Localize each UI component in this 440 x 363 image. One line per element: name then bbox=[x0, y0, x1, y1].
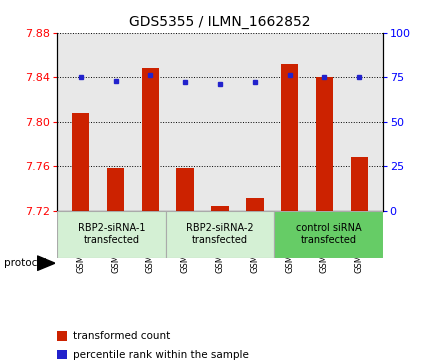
Bar bbox=[351, 157, 368, 211]
Text: transformed count: transformed count bbox=[73, 331, 171, 341]
Bar bbox=[274, 211, 383, 258]
Bar bbox=[72, 113, 89, 211]
Bar bbox=[281, 64, 298, 211]
Bar bbox=[246, 198, 264, 211]
Bar bbox=[166, 211, 274, 258]
Title: GDS5355 / ILMN_1662852: GDS5355 / ILMN_1662852 bbox=[129, 15, 311, 29]
Text: percentile rank within the sample: percentile rank within the sample bbox=[73, 350, 249, 360]
Bar bbox=[57, 350, 67, 360]
Bar bbox=[142, 68, 159, 211]
Text: RBP2-siRNA-2
transfected: RBP2-siRNA-2 transfected bbox=[186, 223, 254, 245]
Bar bbox=[57, 211, 166, 258]
Bar bbox=[316, 77, 333, 211]
Text: control siRNA
transfected: control siRNA transfected bbox=[296, 223, 361, 245]
Bar bbox=[57, 331, 67, 341]
Bar bbox=[107, 168, 124, 211]
Polygon shape bbox=[37, 256, 55, 270]
Text: protocol: protocol bbox=[4, 258, 47, 268]
Text: RBP2-siRNA-1
transfected: RBP2-siRNA-1 transfected bbox=[78, 223, 145, 245]
Bar bbox=[211, 206, 229, 211]
Bar bbox=[176, 168, 194, 211]
